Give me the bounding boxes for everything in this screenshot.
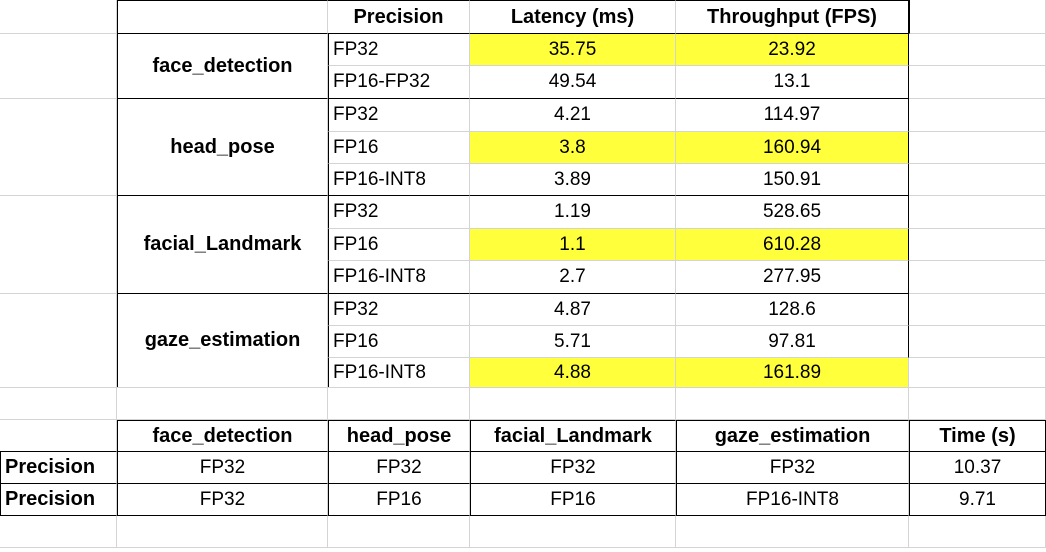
empty-cell[interactable] [117,516,328,548]
throughput-cell[interactable]: 114.97 [676,99,909,132]
empty-cell[interactable] [909,388,1046,420]
latency-cell[interactable]: 4.21 [470,99,676,132]
empty-cell[interactable] [909,164,1046,196]
empty-cell[interactable] [0,358,117,388]
header-throughput[interactable]: Throughput (FPS) [676,0,909,34]
empty-cell[interactable] [909,358,1046,388]
precision-cell[interactable]: FP16-INT8 [328,261,470,294]
precision-cell[interactable]: FP16 [328,229,470,261]
precision-cell[interactable]: FP32 [328,34,470,66]
empty-cell[interactable] [909,229,1046,261]
throughput-cell[interactable]: 161.89 [676,358,909,388]
config-precision-cell[interactable]: FP32 [117,484,328,516]
throughput-cell[interactable]: 610.28 [676,229,909,261]
config-precision-cell[interactable]: FP16 [328,484,470,516]
empty-cell[interactable] [328,388,470,420]
empty-cell[interactable] [909,34,1046,66]
row-label-precision[interactable]: Precision [0,452,117,484]
empty-cell[interactable] [909,294,1046,326]
empty-cell[interactable] [909,66,1046,99]
empty-cell[interactable] [0,516,117,548]
empty-cell[interactable] [0,196,117,294]
latency-cell[interactable]: 1.19 [470,196,676,229]
empty-cell[interactable] [470,358,676,388]
empty-cell[interactable] [909,99,1046,132]
throughput-cell[interactable]: 528.65 [676,196,909,229]
empty-cell[interactable] [0,0,117,34]
throughput-cell[interactable]: 128.6 [676,294,909,326]
header-head-pose[interactable]: head_pose [328,420,470,452]
latency-cell[interactable]: 49.54 [470,66,676,99]
empty-cell[interactable] [909,196,1046,229]
empty-cell[interactable] [470,516,676,548]
latency-cell[interactable]: 3.89 [470,164,676,196]
header-face-detection[interactable]: face_detection [117,420,328,452]
throughput-cell[interactable]: 23.92 [676,34,909,66]
empty-cell[interactable] [328,516,470,548]
empty-cell[interactable] [117,358,328,388]
header-gaze-estimation[interactable]: gaze_estimation [676,420,909,452]
latency-cell[interactable]: 4.88 [470,358,676,388]
config-precision-cell[interactable]: FP32 [676,452,909,484]
throughput-cell[interactable]: 150.91 [676,164,909,196]
latency-cell[interactable]: 1.1 [470,229,676,261]
empty-cell[interactable] [0,420,117,452]
empty-cell[interactable] [676,388,909,420]
header-latency[interactable]: Latency (ms) [470,0,676,34]
empty-cell[interactable] [0,388,117,420]
header-time[interactable]: Time (s) [909,420,1046,452]
config-precision-cell[interactable]: FP32 [470,452,676,484]
precision-cell[interactable]: FP16 [328,132,470,164]
config-precision-cell[interactable]: FP16 [470,484,676,516]
empty-cell[interactable] [470,388,676,420]
header-facial-landmark[interactable]: facial_Landmark [470,420,676,452]
precision-cell[interactable]: FP16 [328,326,470,358]
latency-cell[interactable]: 3.8 [470,132,676,164]
precision-cell[interactable]: FP16-FP32 [328,66,470,99]
empty-cell[interactable] [117,388,328,420]
empty-cell[interactable] [328,358,470,388]
empty-cell[interactable] [0,99,117,196]
precision-cell[interactable]: FP32 [328,196,470,229]
model-name-0[interactable]: face_detection [117,34,328,99]
corner-header-cell[interactable] [117,0,328,34]
throughput-cell[interactable]: 277.95 [676,261,909,294]
header-precision[interactable]: Precision [328,0,470,34]
model-name-1[interactable]: head_pose [117,99,328,196]
config-precision-cell[interactable]: FP16-INT8 [676,484,909,516]
precision-cell[interactable]: FP16-INT8 [328,164,470,196]
latency-cell[interactable]: 35.75 [470,34,676,66]
throughput-cell[interactable]: 97.81 [676,326,909,358]
time-cell[interactable]: 10.37 [909,452,1046,484]
row-label-precision[interactable]: Precision [0,484,117,516]
throughput-cell[interactable]: 160.94 [676,132,909,164]
empty-cell[interactable] [676,516,909,548]
precision-cell[interactable]: FP32 [328,294,470,326]
empty-cell[interactable] [0,34,117,99]
empty-cell[interactable] [909,326,1046,358]
latency-cell[interactable]: 5.71 [470,326,676,358]
config-precision-cell[interactable]: FP32 [328,452,470,484]
empty-cell[interactable] [909,516,1046,548]
time-cell[interactable]: 9.71 [909,484,1046,516]
latency-cell[interactable]: 2.7 [470,261,676,294]
throughput-cell[interactable]: 13.1 [676,66,909,99]
empty-cell[interactable] [909,0,1046,34]
model-name-2[interactable]: facial_Landmark [117,196,328,294]
config-precision-cell[interactable]: FP32 [117,452,328,484]
empty-cell[interactable] [909,132,1046,164]
empty-cell[interactable] [676,358,909,388]
latency-cell[interactable]: 4.87 [470,294,676,326]
empty-cell[interactable] [909,261,1046,294]
precision-cell[interactable]: FP32 [328,99,470,132]
